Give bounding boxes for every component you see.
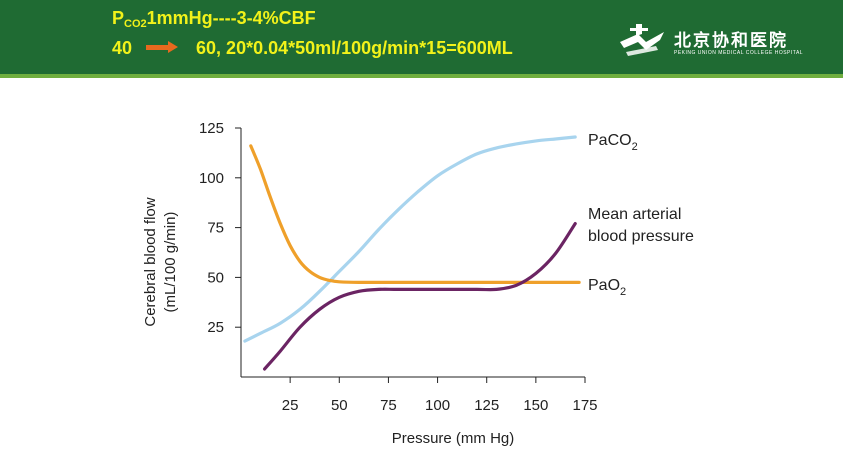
chart-series <box>243 135 581 371</box>
x-tick-label: 100 <box>425 397 450 414</box>
pco2-subscript: CO2 <box>124 18 147 30</box>
pao2-line <box>249 144 581 285</box>
y-axis-label-line-1: Cerebral blood flow <box>142 197 159 326</box>
paco2-label-sub: 2 <box>632 141 638 153</box>
line2-calculation: 60, 20*0.04*50ml/100g/min*15=600ML <box>196 38 513 58</box>
y-tick-label: 125 <box>199 120 224 137</box>
map-label-line-1: Mean arterial <box>588 206 681 223</box>
pao2-series-label: PaO2 <box>588 277 626 298</box>
pco2-p: P <box>112 8 125 28</box>
map-series-label: Mean arterial blood pressure <box>588 206 694 245</box>
chart-ticks: 25 50 75 100 125 150 175 25 50 75 100 125 <box>199 120 598 414</box>
x-tick-label: 150 <box>523 397 548 414</box>
hospital-logo: 北京协和医院 PEKING UNION MEDICAL COLLEGE HOSP… <box>616 20 826 60</box>
logo-english-name: PEKING UNION MEDICAL COLLEGE HOSPITAL <box>674 50 804 56</box>
slide-header <box>0 0 843 74</box>
pumch-emblem-icon <box>620 24 664 56</box>
y-tick-label: 50 <box>207 269 224 286</box>
x-tick-label: 125 <box>474 397 499 414</box>
x-tick-label: 50 <box>331 397 348 414</box>
y-axis-label: Cerebral blood flow (mL/100 g/min) <box>142 197 179 326</box>
header-line-2: 40 60, 20*0.04*50ml/100g/min*15=600ML <box>112 38 513 59</box>
line2-start: 40 <box>112 38 133 58</box>
logo-chinese-name: 北京协和医院 <box>674 31 788 51</box>
pco2-rule-text: 1mmHg----3-4%CBF <box>146 8 316 28</box>
chart-labels: Pressure (mm Hg) Cerebral blood flow (mL/1… <box>142 132 694 447</box>
chart-axes <box>240 128 585 378</box>
map-label-line-2: blood pressure <box>588 228 694 245</box>
pao2-label-base: PaO <box>588 277 620 294</box>
header-divider <box>0 74 843 78</box>
paco2-label-base: PaCO <box>588 132 632 149</box>
x-tick-label: 75 <box>380 397 397 414</box>
paco2-line <box>243 135 577 343</box>
y-axis-label-line-2: (mL/100 g/min) <box>162 212 179 313</box>
y-tick-label: 100 <box>199 170 224 187</box>
x-axis-label: Pressure (mm Hg) <box>392 430 515 447</box>
x-tick-label: 25 <box>282 397 299 414</box>
y-tick-label: 25 <box>207 319 224 336</box>
y-tick-label: 75 <box>207 220 224 237</box>
paco2-series-label: PaCO2 <box>588 132 638 153</box>
map-line <box>263 222 577 371</box>
header-line-1: PCO21mmHg----3-4%CBF <box>112 8 316 30</box>
right-arrow-icon <box>146 41 179 53</box>
pao2-label-sub: 2 <box>620 286 626 298</box>
x-tick-label: 175 <box>572 397 597 414</box>
